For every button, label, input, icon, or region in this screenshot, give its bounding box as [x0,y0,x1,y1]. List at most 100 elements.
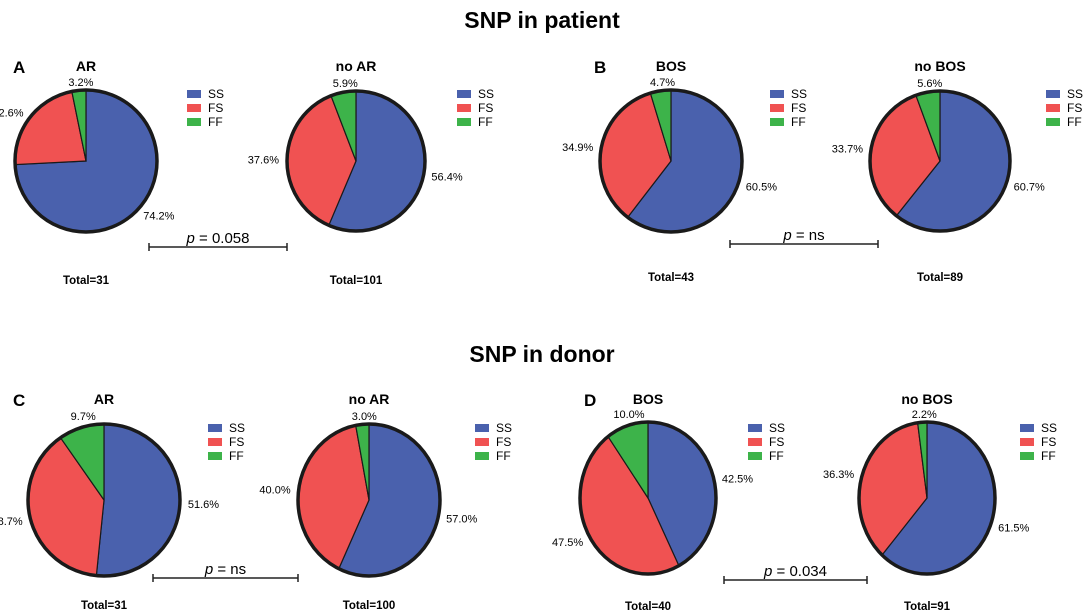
pie-total: Total=100 [343,600,396,612]
data-label: 40.0% [259,484,290,496]
p-value: p = 0.034 [763,563,827,580]
data-label: 22.6% [0,108,24,120]
data-label: 4.7% [650,77,675,89]
panel-label: D [584,391,596,410]
p-symbol: p [763,563,777,580]
legend-swatch-fs [208,438,222,446]
legend-entry: SS [496,421,512,435]
legend-entry: FF [791,115,806,129]
data-label: 74.2% [143,210,174,222]
pie-title: BOS [656,58,686,74]
pie-title: BOS [633,391,663,407]
pie-slice-ss [95,423,181,577]
data-label: 3.2% [68,77,93,89]
legend-swatch-ff [770,118,784,126]
legend-swatch-ff [1046,118,1060,126]
data-label: 33.7% [832,144,863,156]
legend-entry: FS [1067,101,1082,115]
p-value-text: = 0.034 [777,563,827,580]
legend-entry: FF [208,115,223,129]
pie-title: no BOS [914,58,965,74]
p-value: p = 0.058 [186,230,250,247]
legend-swatch-ff [187,118,201,126]
legend-entry: SS [769,421,785,435]
data-label: 60.5% [746,181,777,193]
section-title: SNP in donor [469,341,614,367]
pie-title: AR [76,58,96,74]
p-symbol: p [782,227,796,244]
legend-entry: FS [769,435,784,449]
pie-title: AR [94,391,114,407]
legend-swatch-ss [208,424,222,432]
legend-entry: FS [478,101,493,115]
pie-title: no AR [349,391,390,407]
p-value-text: = 0.058 [199,230,249,247]
p-value: p = ns [782,227,824,244]
legend-swatch-ss [1046,90,1060,98]
legend-swatch-fs [457,104,471,112]
legend-entry: FS [791,101,806,115]
pie-outline [26,422,182,578]
pie-title: no BOS [901,391,952,407]
legend-entry: FS [496,435,511,449]
legend-entry: FS [208,101,223,115]
legend-swatch-fs [748,438,762,446]
panel-label: A [13,58,25,77]
data-label: 56.4% [431,172,462,184]
legend-swatch-fs [475,438,489,446]
pie-outline [857,420,997,576]
legend-entry: FF [496,449,511,463]
legend-swatch-ss [457,90,471,98]
legend-entry: FF [478,115,493,129]
legend-swatch-fs [1046,104,1060,112]
legend-swatch-fs [1020,438,1034,446]
pie-outline [598,88,744,234]
pie-total: Total=91 [904,601,951,613]
p-value-text: = ns [796,227,825,244]
legend-swatch-fs [770,104,784,112]
pie-total: Total=40 [625,601,671,613]
pie-outline [285,89,427,233]
legend-swatch-ff [457,118,471,126]
panel-label: B [594,58,606,77]
data-label: 36.3% [823,469,854,481]
pie-total: Total=101 [330,275,383,287]
pie-total: Total=43 [648,272,694,284]
pie-outline [578,420,718,576]
legend-swatch-ss [770,90,784,98]
p-value: p = ns [204,561,246,578]
data-label: 47.5% [552,537,583,549]
panel-label: C [13,391,25,410]
legend-swatch-ss [475,424,489,432]
legend-entry: FS [1041,435,1056,449]
legend-entry: SS [229,421,245,435]
legend-entry: SS [1041,421,1057,435]
data-label: 9.7% [71,411,96,423]
section-title: SNP in patient [464,7,620,33]
legend-swatch-ss [1020,424,1034,432]
legend-entry: FF [1067,115,1082,129]
pie-total: Total=31 [63,275,110,287]
data-label: 34.9% [562,142,593,154]
pie-total: Total=31 [81,600,128,612]
p-symbol: p [186,230,200,247]
legend-entry: SS [208,87,224,101]
p-value-text: = ns [217,561,246,578]
data-label: 2.2% [912,409,937,421]
legend-entry: FF [769,449,784,463]
legend-entry: FF [229,449,244,463]
data-label: 60.7% [1014,182,1045,194]
pie-outline [296,422,442,578]
data-label: 37.6% [248,155,279,167]
legend-swatch-fs [187,104,201,112]
p-symbol: p [204,561,218,578]
legend-entry: SS [478,87,494,101]
legend-swatch-ff [748,452,762,460]
legend-entry: FS [229,435,244,449]
pie-total: Total=89 [917,272,963,284]
data-label: 38.7% [0,516,23,528]
data-label: 10.0% [613,409,644,421]
legend-entry: FF [1041,449,1056,463]
data-label: 61.5% [998,523,1029,535]
